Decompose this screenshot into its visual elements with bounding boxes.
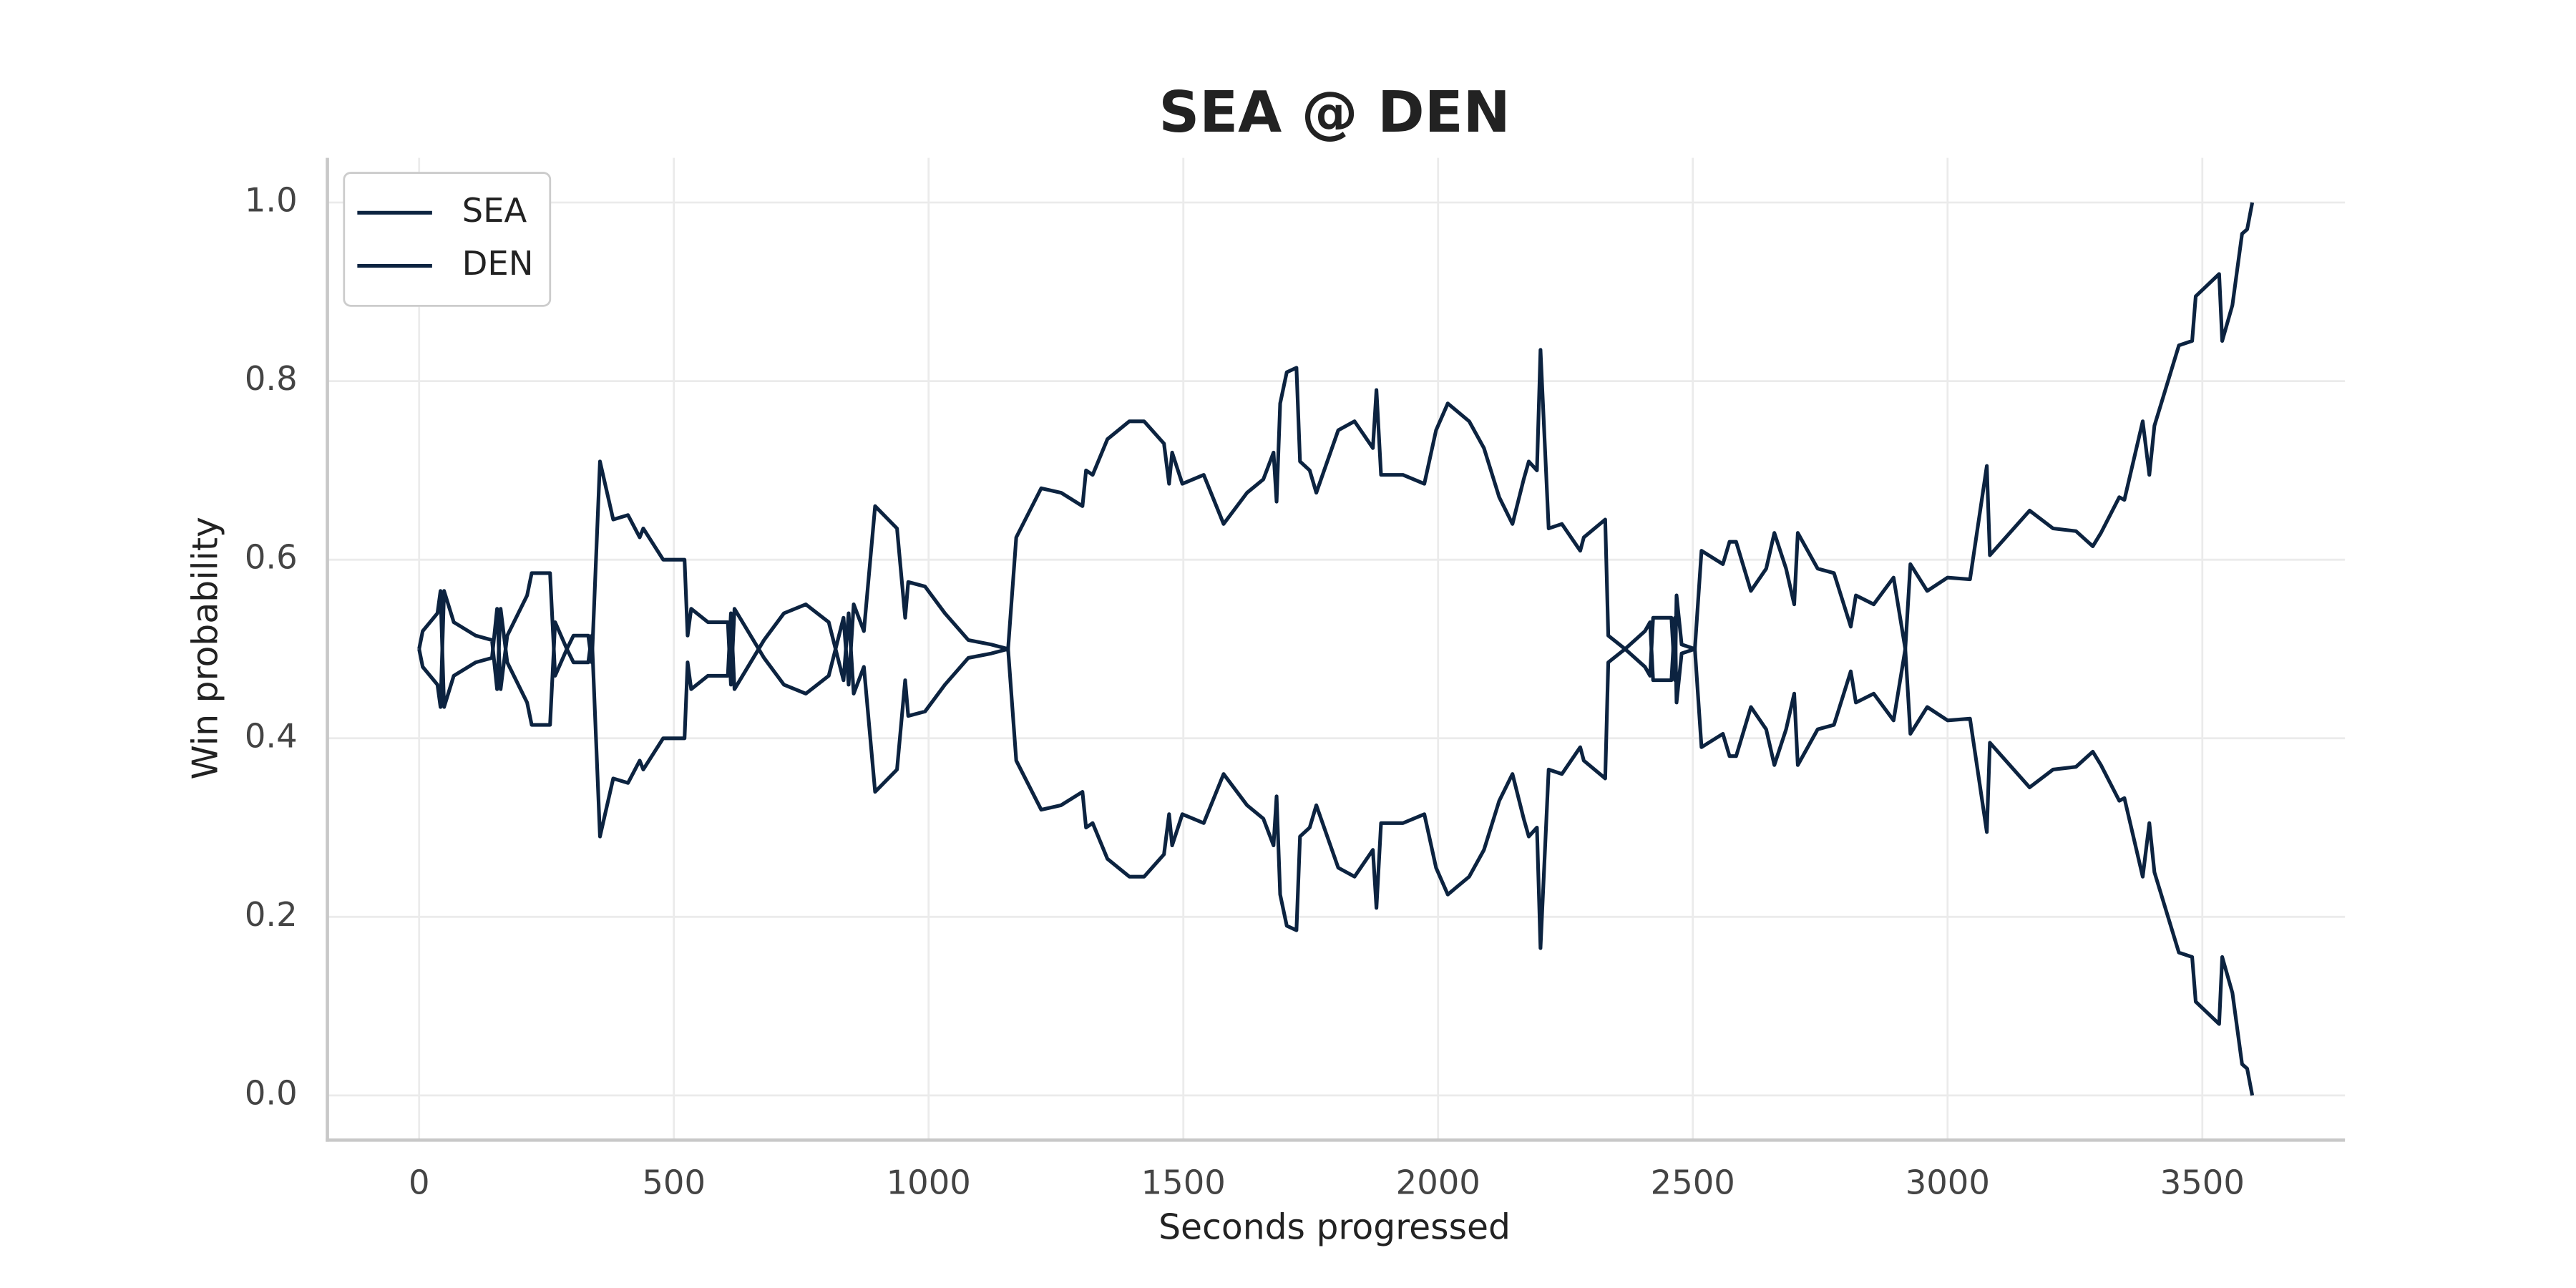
legend-label: DEN <box>462 244 534 283</box>
x-tick-label: 500 <box>642 1163 706 1202</box>
x-tick-label: 0 <box>409 1163 430 1202</box>
x-axis-label: Seconds progressed <box>1158 1207 1511 1248</box>
y-tick-label: 0.0 <box>245 1073 298 1112</box>
x-tick-label: 2000 <box>1396 1163 1480 1202</box>
y-tick-label: 0.2 <box>245 895 298 934</box>
legend: SEA DEN <box>343 172 552 307</box>
y-tick-label: 1.0 <box>245 181 298 220</box>
y-tick-label: 0.4 <box>245 716 298 755</box>
x-tick-label: 3000 <box>1906 1163 1990 1202</box>
y-axis-label: Win probability <box>185 517 225 779</box>
y-tick-label: 0.6 <box>245 538 298 577</box>
chart-title: SEA @ DEN <box>1158 79 1510 145</box>
x-tick-label: 3500 <box>2160 1163 2245 1202</box>
x-tick-label: 1500 <box>1141 1163 1226 1202</box>
x-tick-label: 2500 <box>1651 1163 1735 1202</box>
series-line <box>417 531 2255 1096</box>
legend-label: SEA <box>462 191 527 230</box>
series-line <box>417 202 2255 767</box>
legend-box <box>343 172 552 307</box>
y-tick-label: 0.8 <box>245 359 298 398</box>
x-tick-label: 1000 <box>887 1163 971 1202</box>
